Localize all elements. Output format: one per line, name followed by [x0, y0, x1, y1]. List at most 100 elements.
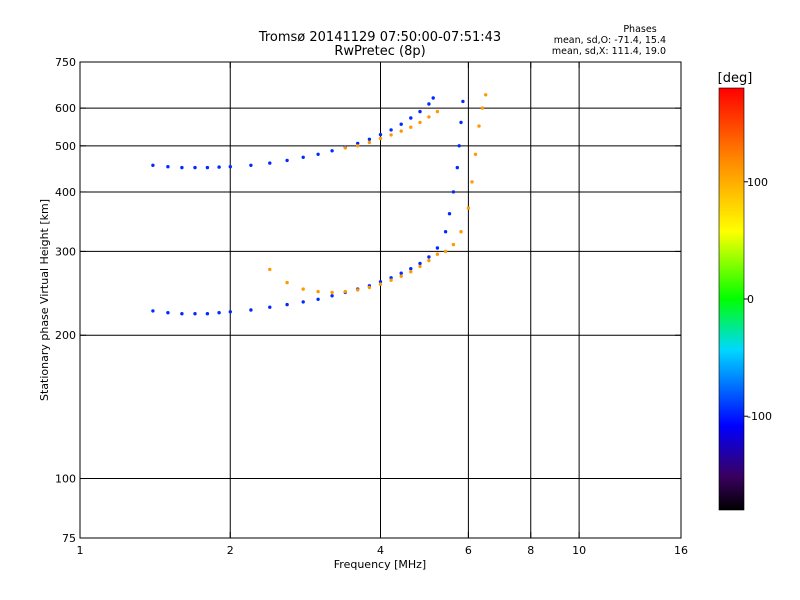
data-points [151, 93, 488, 316]
data-point [356, 288, 360, 292]
data-point [443, 230, 448, 234]
data-point [330, 149, 334, 153]
data-point [418, 264, 422, 269]
data-point [484, 93, 488, 97]
data-point [455, 165, 459, 170]
data-point [301, 300, 305, 304]
data-point [367, 285, 372, 290]
data-point [367, 140, 372, 145]
data-point [193, 165, 197, 170]
y-axis-label: Stationary phase Virtual Height [km] [38, 199, 51, 401]
data-point [457, 144, 461, 148]
data-point [389, 133, 393, 137]
data-point [356, 144, 360, 148]
legend-line-o: mean, sd,O: -71.4, 15.4 [554, 35, 666, 46]
data-point [330, 290, 334, 295]
data-point [205, 165, 210, 170]
data-point [443, 249, 448, 254]
data-point [447, 212, 452, 216]
chart-subtitle: RwPretec (8p) [334, 44, 425, 59]
colorbar-ticks: 100 0 -100 [744, 176, 772, 423]
data-point [301, 287, 305, 291]
y-tick-label: 400 [55, 186, 76, 199]
x-tick-label: 16 [674, 544, 688, 557]
data-point [193, 312, 197, 316]
data-point [399, 271, 403, 275]
x-tick-label: 8 [527, 544, 534, 557]
y-tick-label: 750 [55, 56, 76, 69]
data-point [228, 310, 232, 314]
y-tick-label: 600 [55, 102, 76, 115]
data-point [480, 106, 485, 110]
data-point [399, 129, 403, 133]
data-point [435, 246, 440, 250]
data-point [268, 267, 272, 272]
x-tick-label: 2 [227, 544, 234, 557]
data-point [205, 312, 210, 316]
data-point [409, 125, 413, 129]
data-point [399, 274, 403, 278]
x-tick-label: 4 [377, 544, 384, 557]
data-point [268, 305, 272, 309]
data-point [316, 289, 320, 294]
data-point [217, 165, 221, 169]
data-point [389, 276, 393, 280]
legend-title: Phases [623, 24, 656, 35]
data-point [418, 109, 422, 114]
data-point [399, 122, 403, 126]
data-point [378, 280, 383, 284]
colorbar: [deg] 100 0 -100 [718, 71, 772, 511]
data-point [459, 230, 463, 234]
data-point [151, 309, 155, 313]
data-point [378, 136, 383, 141]
data-point [316, 152, 320, 156]
x-tick-label: 1 [77, 544, 84, 557]
y-tick-label: 300 [55, 245, 76, 258]
data-point [343, 146, 347, 150]
colorbar-label: [deg] [718, 71, 753, 86]
data-point [367, 137, 372, 141]
data-point [268, 161, 272, 165]
data-point [330, 294, 334, 298]
data-point [217, 311, 221, 315]
data-point [389, 278, 393, 282]
data-point [249, 163, 253, 167]
legend-line-x: mean, sd,X: 111.4, 19.0 [552, 46, 666, 57]
data-point [285, 280, 289, 285]
grid-lines [80, 62, 681, 538]
data-point [470, 180, 474, 184]
x-tick-label: 6 [465, 544, 472, 557]
data-point [435, 109, 440, 114]
data-point [180, 312, 184, 316]
data-point [389, 128, 393, 132]
data-point [435, 252, 440, 256]
data-point [301, 155, 305, 159]
axis-ticks: 1 2 4 6 8 10 16 75 100 200 300 400 500 600 750 [55, 56, 688, 557]
data-point [356, 141, 360, 146]
data-point [285, 158, 289, 163]
x-tick-label: 10 [572, 544, 586, 557]
data-point [461, 99, 465, 104]
colorbar-gradient [718, 87, 745, 511]
data-point [378, 282, 383, 286]
data-point [151, 163, 155, 167]
data-point [459, 120, 463, 125]
data-point [473, 152, 478, 156]
colorbar-tick-label: 0 [747, 293, 754, 306]
y-tick-label: 200 [55, 329, 76, 342]
data-point [166, 165, 170, 169]
colorbar-tick-label: 100 [747, 176, 768, 189]
data-point [427, 102, 431, 106]
data-point [409, 270, 413, 274]
data-point [180, 165, 184, 170]
data-point [466, 206, 471, 210]
data-point [418, 261, 422, 266]
data-point [249, 308, 253, 312]
data-point [228, 165, 232, 169]
data-point [418, 120, 422, 125]
data-point [166, 311, 170, 315]
data-point [409, 267, 413, 271]
data-point [427, 255, 431, 259]
data-point [431, 96, 435, 100]
